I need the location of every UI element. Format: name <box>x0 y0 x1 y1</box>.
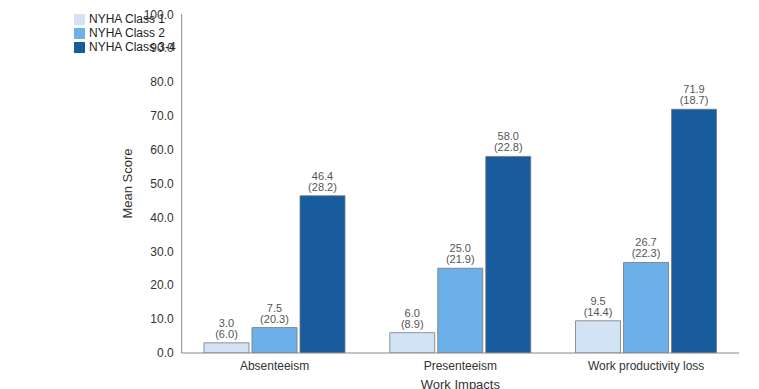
svg-text:20.0: 20.0 <box>150 278 174 292</box>
svg-text:100.0: 100.0 <box>144 8 174 22</box>
svg-text:40.0: 40.0 <box>150 211 174 225</box>
svg-text:80.0: 80.0 <box>150 75 174 89</box>
svg-text:3.0(6.0): 3.0(6.0) <box>215 317 238 340</box>
svg-text:0.0: 0.0 <box>157 346 174 360</box>
svg-text:Work Impacts: Work Impacts <box>421 377 501 389</box>
svg-text:58.0(22.8): 58.0(22.8) <box>494 130 523 153</box>
svg-text:46.4(28.2): 46.4(28.2) <box>308 170 337 193</box>
svg-text:50.0: 50.0 <box>150 177 174 191</box>
svg-text:60.0: 60.0 <box>150 143 174 157</box>
svg-text:Presenteeism: Presenteeism <box>424 359 497 373</box>
svg-text:7.5(20.3): 7.5(20.3) <box>260 302 289 325</box>
svg-text:30.0: 30.0 <box>150 245 174 259</box>
svg-text:Absenteeism: Absenteeism <box>240 359 309 373</box>
svg-text:71.9(18.7): 71.9(18.7) <box>680 83 709 106</box>
svg-text:10.0: 10.0 <box>150 312 174 326</box>
svg-text:9.5(14.4): 9.5(14.4) <box>584 295 613 318</box>
svg-text:Mean Score: Mean Score <box>120 148 135 218</box>
svg-text:70.0: 70.0 <box>150 109 174 123</box>
svg-text:6.0(8.9): 6.0(8.9) <box>401 307 424 330</box>
svg-text:26.7(22.3): 26.7(22.3) <box>632 236 661 259</box>
svg-text:Work productivity loss: Work productivity loss <box>588 359 704 373</box>
svg-text:90.0: 90.0 <box>150 41 174 55</box>
svg-text:25.0(21.9): 25.0(21.9) <box>446 242 475 265</box>
